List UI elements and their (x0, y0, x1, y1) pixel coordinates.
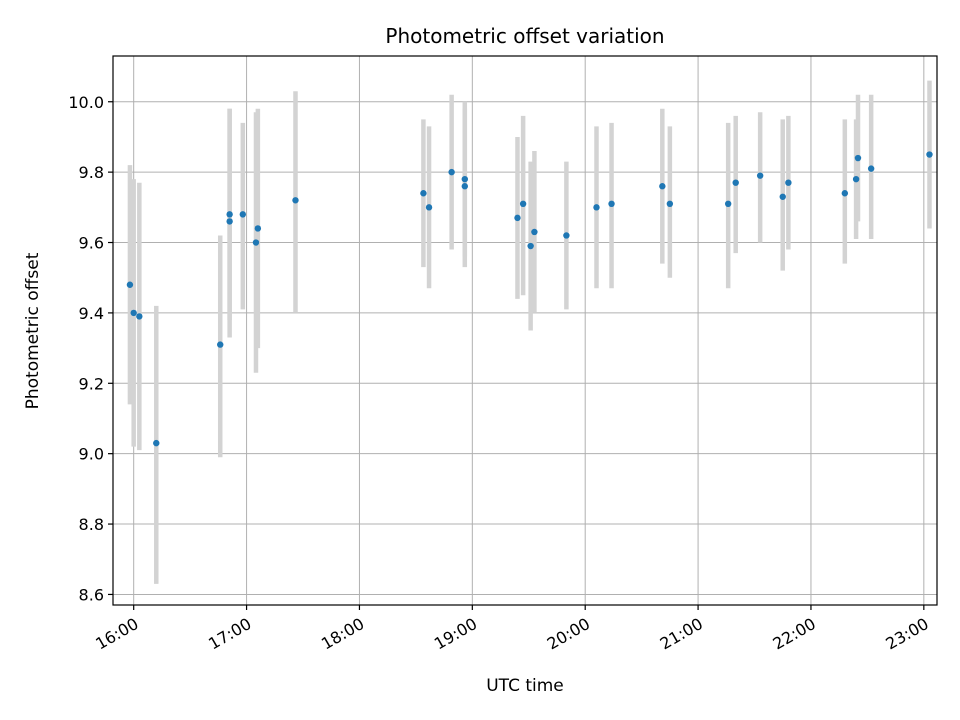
y-tick-label: 9.4 (79, 304, 104, 323)
data-point (659, 183, 666, 190)
data-point (666, 200, 674, 208)
data-point (126, 281, 134, 288)
data-point (593, 204, 600, 211)
data-point (852, 175, 860, 183)
data-point (448, 168, 455, 176)
data-point (779, 193, 786, 200)
y-tick-label: 9.8 (79, 163, 104, 182)
data-point (926, 151, 933, 158)
y-tick-label: 8.8 (79, 515, 104, 534)
data-point (136, 313, 143, 320)
data-point (461, 175, 468, 183)
y-tick-label: 9.2 (79, 374, 104, 393)
data-point (254, 225, 262, 232)
data-point (785, 179, 792, 186)
data-point (724, 200, 732, 208)
data-point (425, 204, 433, 211)
y-axis-title: Photometric offset (23, 252, 43, 409)
data-point (226, 211, 233, 218)
data-point (420, 190, 427, 197)
data-point (519, 200, 527, 208)
y-tick-label: 10.0 (68, 93, 104, 112)
y-tick-label: 9.0 (79, 445, 104, 464)
data-point (527, 242, 534, 250)
data-point (563, 232, 570, 239)
data-point (732, 179, 739, 186)
y-tick-label: 8.6 (79, 585, 104, 604)
data-point (531, 228, 538, 236)
data-point (153, 439, 160, 447)
data-point (854, 154, 862, 162)
data-point (252, 239, 260, 246)
x-axis-title: UTC time (486, 676, 564, 696)
y-axis: 8.6 8.8 9.0 9.2 9.4 9.6 9.8 10.0 (68, 93, 113, 604)
data-point (608, 200, 615, 208)
data-point (217, 341, 224, 348)
data-point (756, 172, 764, 179)
plot-frame (112, 55, 938, 606)
data-point (226, 218, 233, 225)
data-point (514, 214, 521, 222)
data-point (867, 165, 875, 172)
data-point (461, 183, 468, 190)
y-tick-label: 9.6 (79, 234, 104, 253)
data-points (126, 151, 933, 447)
data-point (841, 190, 849, 197)
data-point (130, 309, 137, 317)
data-point (239, 211, 247, 218)
data-point (292, 197, 299, 204)
chart-title: Photometric offset variation (385, 24, 664, 48)
